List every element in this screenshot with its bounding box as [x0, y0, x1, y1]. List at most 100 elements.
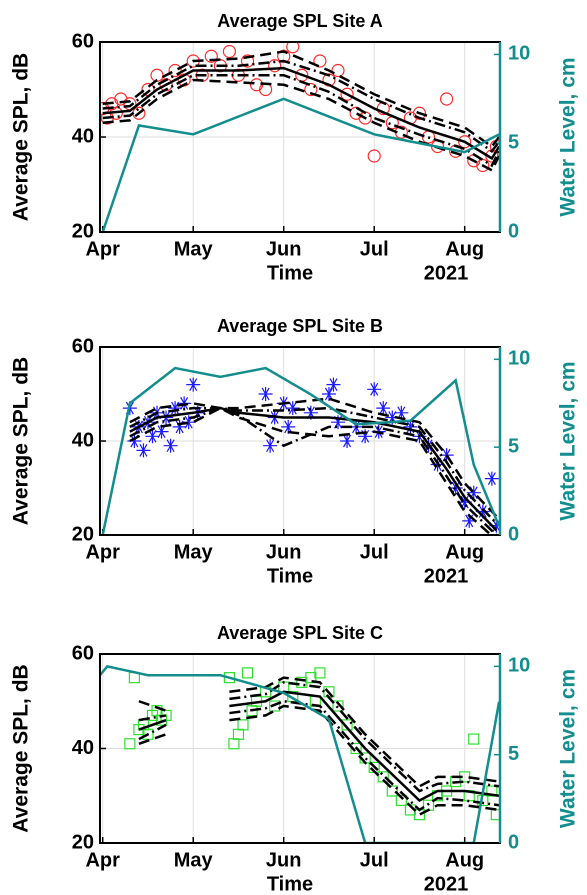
data-point [154, 424, 169, 439]
x-tick-label: Apr [85, 238, 120, 260]
data-point [314, 667, 326, 679]
x-tick-label: Aug [445, 849, 484, 871]
data-point [145, 429, 160, 444]
plot-area [100, 664, 500, 843]
data-point [376, 401, 391, 416]
x-tick-label: Apr [85, 849, 120, 871]
spl-line [129, 406, 498, 535]
data-point [332, 700, 344, 712]
plot-area [100, 42, 500, 232]
data-point [475, 504, 490, 519]
data-point [259, 82, 273, 97]
data-point [484, 471, 499, 486]
data-point [181, 415, 196, 430]
data-point [440, 92, 454, 106]
data-point [168, 401, 183, 416]
x-axis-label: Time [267, 565, 313, 587]
y-tick-label: 40 [72, 429, 94, 451]
data-point [136, 443, 151, 458]
plot-area [101, 366, 500, 535]
spl-line [102, 66, 500, 161]
data-point [281, 419, 296, 434]
y-tick-label: 20 [72, 523, 94, 545]
x-axis-label: Time [267, 873, 313, 895]
spl-line [129, 397, 498, 518]
x-tick-label: Jun [266, 849, 302, 871]
data-point [462, 513, 477, 528]
data-point [486, 785, 498, 797]
data-point [326, 377, 341, 392]
x-tick-label: May [174, 849, 214, 871]
x-tick-label: Jun [266, 541, 302, 563]
data-point [269, 700, 281, 712]
data-point [476, 158, 490, 173]
spl-line [129, 406, 498, 532]
data-point [228, 738, 240, 750]
data-point [263, 438, 278, 453]
data-point [150, 68, 164, 82]
y2-tick-label: 0 [508, 220, 519, 242]
y-tick-label: 20 [72, 831, 94, 853]
data-point [394, 405, 409, 420]
data-point [358, 429, 373, 444]
y2-tick-label: 0 [508, 523, 519, 545]
spl-line [138, 704, 500, 817]
data-point [285, 401, 300, 416]
y2-tick-label: 10 [508, 655, 530, 677]
spl-line [102, 59, 500, 153]
water-level-line [101, 97, 500, 232]
spl-line [102, 74, 500, 168]
data-point [304, 82, 318, 97]
data-point [448, 481, 463, 495]
x-tick-label: Jun [266, 238, 302, 260]
y2-axis-label: Water Level, cm [557, 57, 580, 216]
y-tick-label: 60 [72, 335, 94, 357]
data-point [386, 785, 398, 797]
y2-axis-label: Water Level, cm [557, 669, 580, 828]
spl-line [102, 78, 500, 172]
title: Average SPL Site C [217, 623, 383, 643]
data-point [377, 771, 389, 783]
data-point [367, 382, 382, 397]
data-point [163, 438, 178, 453]
x-tick-label: May [174, 541, 214, 563]
x-tick-label: Apr [85, 541, 120, 563]
x-tick-label: Jul [360, 849, 389, 871]
data-point [457, 495, 472, 510]
y2-axis-label: Water Level, cm [557, 361, 580, 520]
data-point [321, 387, 336, 401]
x-tick-label: Aug [445, 541, 484, 563]
data-point [403, 419, 418, 434]
y2-tick-label: 5 [508, 743, 519, 765]
data-point [204, 49, 218, 63]
title: Average SPL Site A [217, 11, 382, 31]
data-point [331, 415, 346, 430]
y-tick-label: 60 [72, 30, 94, 52]
data-point [340, 434, 355, 448]
y2-tick-label: 5 [508, 131, 519, 153]
y2-tick-label: 10 [508, 43, 530, 65]
x-tick-label: Jul [360, 541, 389, 563]
data-point [240, 54, 255, 68]
data-point [237, 719, 249, 731]
spl-line [102, 50, 500, 149]
data-point [489, 518, 500, 533]
data-point [350, 742, 362, 755]
data-point [127, 434, 142, 448]
spl-line [129, 406, 498, 525]
x-axis-year: 2021 [424, 565, 469, 587]
y-axis-label: Average SPL, dB [10, 53, 33, 221]
y-tick-label: 40 [72, 737, 94, 759]
water-level-line [101, 366, 500, 535]
data-point [331, 63, 345, 78]
data-point [349, 419, 364, 434]
data-point [268, 59, 282, 73]
data-point [223, 672, 236, 684]
y2-tick-label: 10 [508, 348, 530, 370]
data-point [340, 87, 354, 101]
x-axis-label: Time [267, 262, 313, 284]
data-point [341, 719, 353, 731]
y2-tick-label: 0 [508, 831, 519, 853]
data-point [313, 54, 327, 68]
